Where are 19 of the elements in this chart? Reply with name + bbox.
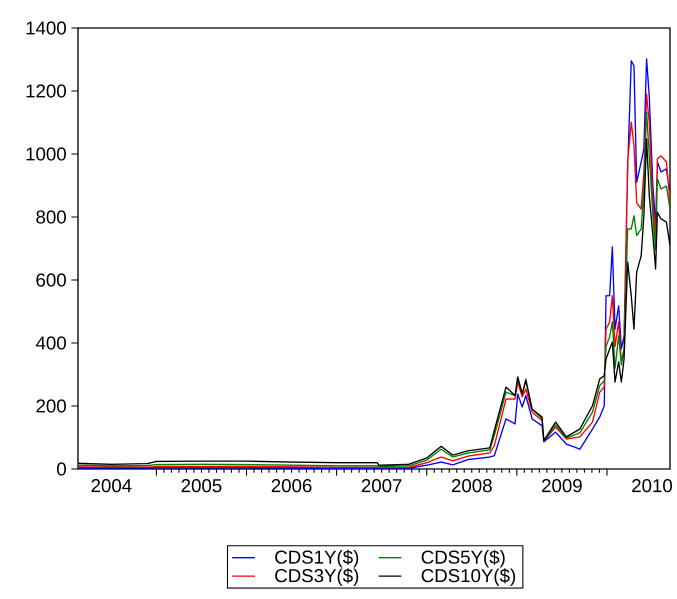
y-tick-label: 400 xyxy=(36,336,66,350)
x-tick-label: 2007 xyxy=(362,479,402,492)
x-tick-label: 2005 xyxy=(182,479,222,492)
legend-label: CDS1Y($) xyxy=(275,550,358,568)
x-tick-label: 2010 xyxy=(632,479,672,492)
y-tick-label: 200 xyxy=(36,399,66,413)
x-tick-label: 2006 xyxy=(272,479,312,492)
y-tick-label: 800 xyxy=(36,210,66,224)
legend-label: CDS10Y($) xyxy=(422,568,516,586)
y-tick-label: 1400 xyxy=(26,21,66,35)
x-tick-label: 2008 xyxy=(452,479,492,492)
x-tick-label: 2009 xyxy=(542,479,582,492)
y-tick-label: 1000 xyxy=(26,147,66,161)
legend-label: CDS3Y($) xyxy=(275,568,358,586)
y-tick-label: 0 xyxy=(57,462,66,476)
y-tick-label: 600 xyxy=(36,273,66,287)
x-tick-label: 2004 xyxy=(92,479,132,492)
legend-label: CDS5Y($) xyxy=(422,550,505,568)
y-tick-label: 1200 xyxy=(26,84,66,98)
